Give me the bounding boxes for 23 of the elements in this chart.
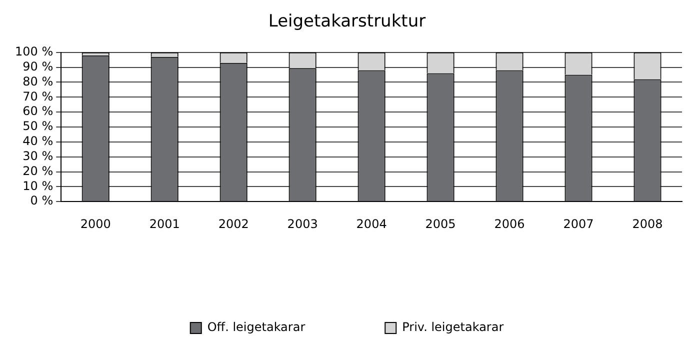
x-tick-label: 2005 (425, 216, 456, 231)
x-tick-label: 2003 (287, 216, 318, 231)
x-tick-label: 2002 (218, 216, 249, 231)
y-tick-label: 40 % (22, 134, 54, 148)
y-tick-label: 90 % (22, 59, 54, 74)
x-tick-label: 2000 (80, 216, 111, 231)
legend-label: Priv. leigetakarar (402, 320, 504, 334)
x-tick-label: 2006 (494, 216, 525, 231)
y-tick-label: 0 % (30, 194, 54, 208)
y-tick-label: 60 % (22, 104, 54, 118)
y-tick-label: 10 % (22, 178, 54, 193)
chart-title: Leigetakarstruktur (268, 12, 426, 32)
legend-label: Off. leigetakarar (207, 320, 306, 334)
x-tick-label: 2004 (356, 216, 387, 231)
y-tick-label: 80 % (22, 74, 54, 88)
y-tick-label: 100 % (14, 44, 54, 59)
y-tick-label: 70 % (22, 89, 54, 104)
x-tick-label: 2008 (632, 216, 663, 231)
x-tick-label: 2001 (149, 216, 180, 231)
y-tick-label: 50 % (22, 119, 54, 134)
x-tick-label: 2007 (563, 216, 594, 231)
y-tick-label: 20 % (22, 164, 54, 178)
y-tick-label: 30 % (22, 148, 54, 163)
